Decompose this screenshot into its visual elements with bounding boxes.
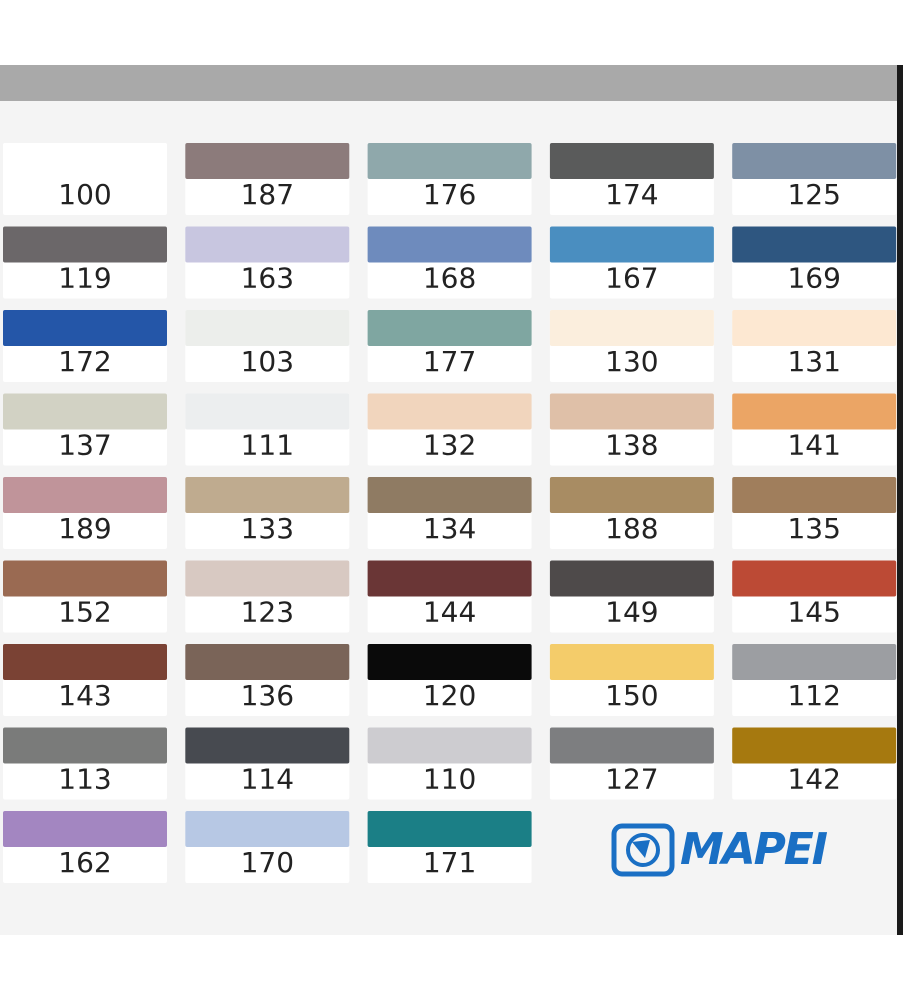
- swatch-color: [549, 393, 714, 430]
- swatch-label: 135: [787, 512, 840, 545]
- edge: [897, 65, 903, 935]
- swatch-color: [367, 560, 532, 597]
- swatch-color: [3, 477, 167, 513]
- swatch-color: [549, 143, 714, 179]
- header-bar: [0, 65, 903, 101]
- swatch-label: 120: [423, 679, 476, 712]
- swatch-label: 136: [241, 679, 294, 712]
- swatch-label: 133: [241, 512, 294, 545]
- swatch-label: 189: [58, 512, 111, 545]
- swatch-color: [367, 310, 532, 346]
- swatch-label: 169: [787, 262, 840, 295]
- swatch-color: [3, 393, 167, 430]
- swatch-label: 113: [58, 763, 111, 796]
- swatch-label: 131: [787, 345, 840, 378]
- swatch-color: [3, 811, 167, 847]
- logo: MAPEI: [611, 823, 828, 877]
- swatch-label: 168: [423, 262, 476, 295]
- swatch-color: [732, 477, 897, 513]
- swatch-color: [549, 226, 714, 263]
- swatch-color: [185, 727, 350, 764]
- swatch-color: [367, 393, 532, 430]
- swatch-label: 144: [423, 596, 476, 629]
- logo-icon: [611, 823, 675, 877]
- swatch-color: [185, 393, 350, 430]
- swatch-color: [185, 477, 350, 513]
- swatch-color: [732, 310, 897, 346]
- swatch-label: 150: [605, 679, 658, 712]
- swatch-label: 103: [241, 345, 294, 378]
- swatch-color: [367, 644, 532, 680]
- swatch-color: [185, 226, 350, 263]
- swatch-label: 123: [241, 596, 294, 629]
- swatch-color: [3, 310, 167, 346]
- logo-icon: [626, 833, 660, 867]
- swatch-label: 110: [423, 763, 476, 796]
- swatch-label: 152: [58, 596, 111, 629]
- logo-icon: [632, 840, 650, 858]
- swatch-label: 119: [58, 262, 111, 295]
- swatch-label: 137: [58, 429, 111, 462]
- swatch-label: 145: [787, 596, 840, 629]
- swatch-label: 176: [423, 178, 476, 211]
- swatch-label: 141: [787, 429, 840, 462]
- swatch-color: [367, 226, 532, 263]
- swatch-grid: 100 187 176 174 125 119 163 168 167 169 172 103 177 1…: [3, 143, 897, 883]
- swatch-label: 138: [605, 429, 658, 462]
- swatch-label: 132: [423, 429, 476, 462]
- swatch-label: 112: [787, 679, 840, 712]
- swatch-color: [367, 477, 532, 513]
- swatch-color: [732, 143, 897, 179]
- swatch-label: 142: [787, 763, 840, 796]
- swatch-label: 114: [241, 763, 294, 796]
- swatch-color: [367, 811, 532, 847]
- swatch-label: 162: [58, 846, 111, 879]
- swatch-color: [549, 560, 714, 597]
- swatch-color: [367, 143, 532, 179]
- swatch-label: 100: [58, 178, 111, 211]
- swatch-color: [185, 560, 350, 597]
- swatch-color: [732, 226, 897, 263]
- swatch-color: [549, 310, 714, 346]
- swatch-color: [367, 727, 532, 764]
- swatch-color: [549, 644, 714, 680]
- swatch-color: [549, 727, 714, 764]
- swatch-label: 170: [241, 846, 294, 879]
- swatch-color: [3, 560, 167, 597]
- logo-text: MAPEI: [680, 824, 828, 875]
- swatch-color: [549, 477, 714, 513]
- swatch-label: 143: [58, 679, 111, 712]
- swatch-color: [732, 644, 897, 680]
- swatch-label: 187: [241, 178, 294, 211]
- swatch-color: [185, 644, 350, 680]
- swatch-color: [3, 143, 167, 179]
- swatch-label: 174: [605, 178, 658, 211]
- swatch-label: 177: [423, 345, 476, 378]
- swatch-label: 167: [605, 262, 658, 295]
- swatch-color: [732, 727, 897, 764]
- swatch-color: [3, 644, 167, 680]
- swatch-color: [185, 143, 350, 179]
- swatch-label: 134: [423, 512, 476, 545]
- swatch-color: [732, 393, 897, 430]
- swatch-label: 149: [605, 596, 658, 629]
- swatch-label: 111: [241, 429, 294, 462]
- swatch-color: [185, 811, 350, 847]
- swatch-color: [3, 727, 167, 764]
- swatch-label: 130: [605, 345, 658, 378]
- swatch-color: [185, 310, 350, 346]
- swatch-color: [732, 560, 897, 597]
- swatch-label: 172: [58, 345, 111, 378]
- swatch-label: 188: [605, 512, 658, 545]
- swatch-color: [3, 226, 167, 263]
- swatch-label: 171: [423, 846, 476, 879]
- swatch-label: 125: [787, 178, 840, 211]
- swatch-label: 163: [241, 262, 294, 295]
- swatch-label: 127: [605, 763, 658, 796]
